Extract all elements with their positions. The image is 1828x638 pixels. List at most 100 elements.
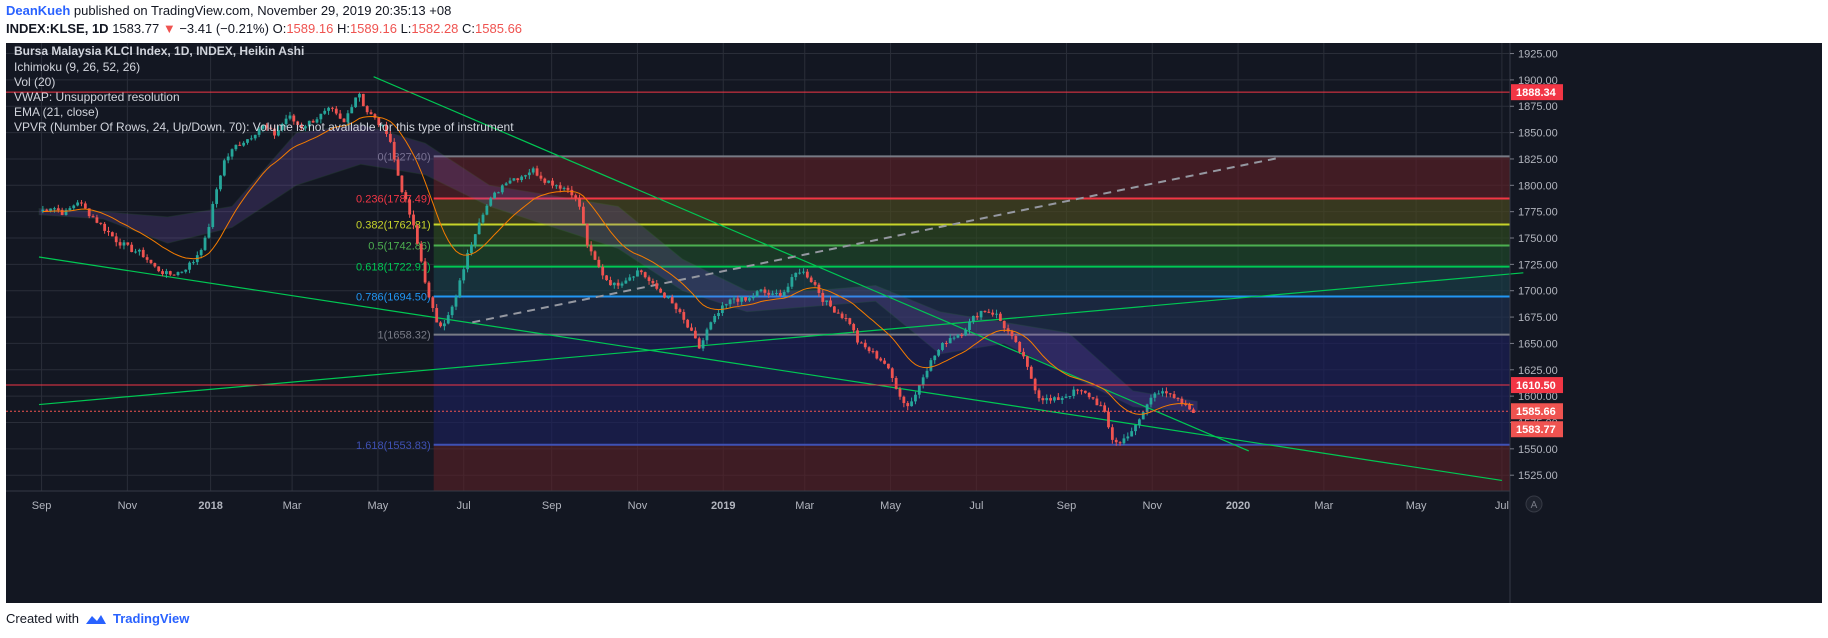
- tradingview-logo-icon: [85, 614, 106, 624]
- candle-body: [616, 282, 620, 286]
- candle-body: [388, 133, 392, 142]
- candle-body: [736, 298, 740, 302]
- candle-body: [137, 249, 141, 252]
- candle-body: [1014, 336, 1018, 342]
- candle-body: [207, 227, 211, 238]
- candle-body: [361, 93, 365, 107]
- candle-body: [161, 271, 164, 275]
- indicator-vwap: VWAP: Unsupported resolution: [14, 90, 180, 104]
- chart-area[interactable]: 0(1827.40) 0.236(1787.49) 0.382(1762.81) 0.…: [6, 43, 1822, 603]
- candle-body: [172, 274, 176, 276]
- candle-body: [547, 180, 551, 183]
- tradingview-link[interactable]: TradingView: [112, 611, 190, 626]
- candle-body: [562, 187, 566, 189]
- candle-body: [427, 282, 431, 298]
- candle-body: [775, 293, 778, 295]
- candle-body: [149, 259, 153, 264]
- candle-body: [794, 272, 798, 278]
- candle-body: [740, 297, 744, 302]
- symbol-label: INDEX:KLSE, 1D: [6, 21, 109, 36]
- candle-body: [543, 178, 547, 183]
- candle-body: [944, 343, 948, 345]
- candle-body: [87, 208, 91, 217]
- candle-body: [392, 141, 396, 160]
- candle-body: [419, 243, 423, 262]
- fib-level-label: 1(1658.32): [377, 330, 430, 342]
- candle-body: [748, 298, 751, 301]
- indicator-volume: Vol (20): [14, 75, 55, 89]
- candle-body: [551, 180, 554, 186]
- candle-body: [906, 403, 910, 407]
- x-tick-label: 2019: [711, 500, 735, 512]
- candle-body: [840, 313, 844, 319]
- candle-body: [122, 242, 126, 246]
- candle-body: [732, 298, 736, 300]
- candle-body: [836, 312, 840, 314]
- x-tick-label: Sep: [32, 500, 52, 512]
- ema-21-line: [42, 116, 1194, 415]
- candle-body: [925, 370, 929, 378]
- horizontal-levels[interactable]: [6, 91, 1510, 412]
- auto-scale-icon: A: [1531, 500, 1538, 511]
- candle-body: [678, 309, 682, 313]
- low-value: 1582.28: [411, 21, 459, 36]
- candle-body: [998, 313, 1002, 321]
- candle-body: [458, 280, 462, 297]
- candle-body: [1099, 405, 1103, 407]
- candle-body: [790, 277, 794, 287]
- price-label-text: 1585.66: [1516, 406, 1556, 418]
- candle-body: [319, 113, 323, 120]
- close-label: C:: [462, 21, 476, 36]
- candle-body: [612, 282, 616, 286]
- candle-body: [41, 209, 45, 212]
- candle-body: [118, 242, 122, 246]
- candle-body: [64, 210, 68, 215]
- y-tick-label: 1700.00: [1518, 286, 1558, 298]
- candle-body: [856, 330, 859, 343]
- candle-body: [1188, 404, 1191, 410]
- candle-body: [481, 214, 485, 223]
- candle-body: [1145, 404, 1149, 413]
- candle-body: [647, 277, 651, 281]
- y-tick-label: 1725.00: [1518, 259, 1558, 271]
- candle-body: [666, 297, 670, 299]
- auto-scale-button[interactable]: A: [1525, 495, 1543, 513]
- candle-body: [470, 244, 473, 254]
- x-tick-label: Jul: [1495, 500, 1509, 512]
- candle-body: [755, 291, 759, 297]
- fib-level-label: 0(1827.40): [377, 151, 430, 163]
- time-axis[interactable]: Sep Nov 2018 Mar May Jul Sep Nov 2019 Mar May Jul Se…: [32, 500, 1509, 512]
- candle-body: [705, 329, 709, 341]
- candle-body: [1083, 390, 1087, 393]
- indicator-title: Bursa Malaysia KLCI Index, 1D, INDEX, He…: [14, 44, 304, 58]
- candle-body: [651, 280, 655, 284]
- candle-body: [369, 112, 373, 115]
- candle-body: [744, 297, 747, 301]
- candle-body: [751, 296, 755, 299]
- fib-band: [433, 296, 1511, 335]
- candle-body: [76, 202, 80, 206]
- candle-body: [524, 175, 527, 177]
- candle-body: [497, 192, 500, 194]
- candle-body: [377, 117, 381, 126]
- created-with-text: Created with: [6, 611, 79, 626]
- fib-level-label: 0.618(1722.91): [356, 262, 431, 274]
- candle-body: [601, 266, 605, 276]
- candle-body: [987, 311, 991, 313]
- candle-body: [902, 396, 906, 404]
- candle-body: [686, 319, 690, 328]
- candle-body: [180, 271, 184, 273]
- author-link[interactable]: DeanKueh: [6, 3, 71, 18]
- price-chart[interactable]: 0(1827.40) 0.236(1787.49) 0.382(1762.81) 0.…: [6, 43, 1822, 603]
- candle-body: [786, 286, 790, 293]
- candle-body: [887, 363, 890, 369]
- candle-body: [848, 318, 852, 325]
- candle-body: [871, 351, 875, 353]
- candle-body: [578, 197, 581, 207]
- candle-body: [1172, 394, 1176, 398]
- price-label-box: [1511, 403, 1563, 420]
- candle-body: [1134, 425, 1137, 432]
- candle-body: [636, 270, 639, 277]
- x-tick-label: May: [880, 500, 901, 512]
- y-tick-label: 1825.00: [1518, 154, 1558, 166]
